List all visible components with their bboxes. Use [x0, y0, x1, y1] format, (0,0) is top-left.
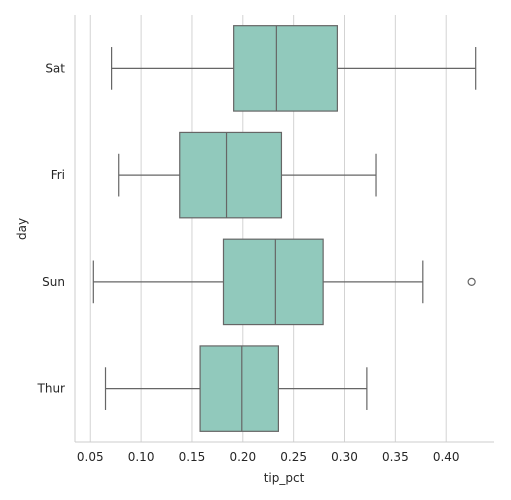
box-iqr: [233, 25, 338, 112]
x-tick-label: 0.20: [229, 450, 256, 464]
x-tick-label: 0.40: [433, 450, 460, 464]
outlier-point: [467, 277, 476, 286]
box-group-fri: [118, 131, 377, 219]
y-category-label: Fri: [51, 168, 65, 182]
x-tick-label: 0.15: [179, 450, 206, 464]
x-tick-label: 0.35: [382, 450, 409, 464]
y-category-label: Sun: [42, 275, 65, 289]
box-iqr: [179, 131, 283, 219]
x-tick-label: 0.05: [77, 450, 104, 464]
y-category-label: Sat: [45, 61, 65, 75]
box-iqr: [199, 345, 279, 432]
y-category-label: Thur: [37, 382, 66, 396]
x-tick-label: 0.10: [128, 450, 155, 464]
boxes: [92, 25, 477, 432]
x-tick-label: 0.30: [331, 450, 358, 464]
box-iqr: [222, 238, 324, 326]
box-group-sun: [92, 238, 476, 326]
y-axis-label: day: [15, 218, 29, 240]
x-axis-label: tip_pct: [264, 471, 305, 485]
box-group-sat: [111, 25, 477, 112]
x-tick-labels: 0.05 0.10 0.15 0.20 0.25 0.30 0.35 0.40: [77, 450, 460, 464]
box-group-thur: [104, 345, 368, 432]
x-tick-label: 0.25: [280, 450, 307, 464]
y-category-labels: Sat Fri Sun Thur: [37, 61, 66, 395]
